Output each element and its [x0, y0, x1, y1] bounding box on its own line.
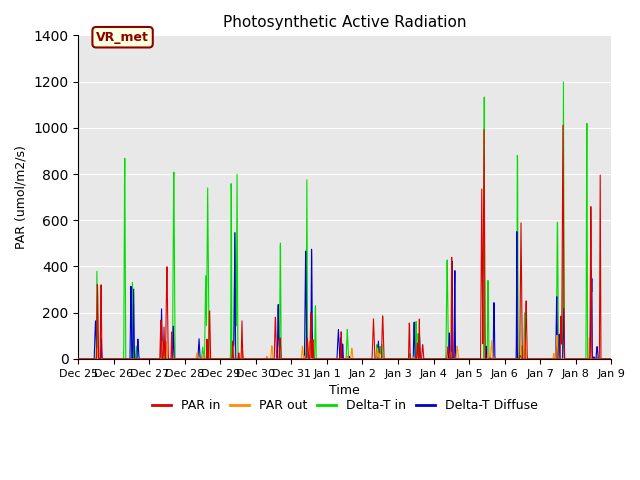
Y-axis label: PAR (umol/m2/s): PAR (umol/m2/s)	[15, 145, 28, 249]
Text: VR_met: VR_met	[96, 31, 149, 44]
X-axis label: Time: Time	[330, 384, 360, 397]
Legend: PAR in, PAR out, Delta-T in, Delta-T Diffuse: PAR in, PAR out, Delta-T in, Delta-T Dif…	[147, 395, 543, 418]
Title: Photosynthetic Active Radiation: Photosynthetic Active Radiation	[223, 15, 467, 30]
